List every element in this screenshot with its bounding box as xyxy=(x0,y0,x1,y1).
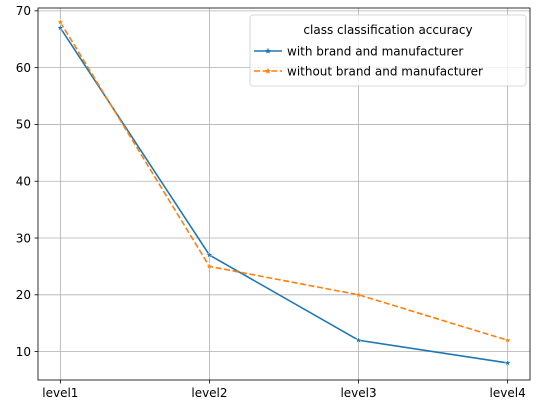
legend-box xyxy=(249,14,527,87)
y-tick-label: 20 xyxy=(16,288,31,302)
series-line xyxy=(59,27,508,364)
y-tick-label: 70 xyxy=(16,4,31,18)
legend-marker xyxy=(264,67,272,74)
data-point xyxy=(355,291,363,298)
data-point xyxy=(504,359,512,366)
data-point xyxy=(205,251,213,259)
y-tick-label: 50 xyxy=(16,118,31,132)
legend-label: without brand and manufacturer xyxy=(287,64,483,78)
series-2 xyxy=(56,18,512,344)
x-axis: level1 level2 level3 level4 xyxy=(42,380,526,400)
plot-frame xyxy=(37,7,531,381)
series-1 xyxy=(56,24,512,366)
data-point xyxy=(205,262,213,270)
legend: class classification accuracy with brand… xyxy=(249,14,527,87)
series-layer xyxy=(56,18,512,366)
legend-marker xyxy=(264,47,272,54)
data-point xyxy=(504,336,512,344)
series-line xyxy=(59,21,508,342)
y-tick-label: 10 xyxy=(16,345,31,359)
legend-label: with brand and manufacturer xyxy=(287,44,463,58)
y-tick-label: 30 xyxy=(16,231,31,245)
data-point xyxy=(355,336,363,344)
y-tick-label: 60 xyxy=(16,61,31,75)
x-tick-label: level3 xyxy=(340,386,376,400)
x-tick-label: level2 xyxy=(191,386,227,400)
y-axis: 10 20 30 40 50 60 70 xyxy=(16,4,38,359)
legend-title: class classification accuracy xyxy=(303,23,472,37)
data-point xyxy=(56,18,64,26)
y-tick-label: 40 xyxy=(16,175,31,189)
x-tick-label: level4 xyxy=(490,386,526,400)
legend-entries: with brand and manufacturer without brand… xyxy=(254,44,483,78)
x-tick-label: level1 xyxy=(42,386,78,400)
